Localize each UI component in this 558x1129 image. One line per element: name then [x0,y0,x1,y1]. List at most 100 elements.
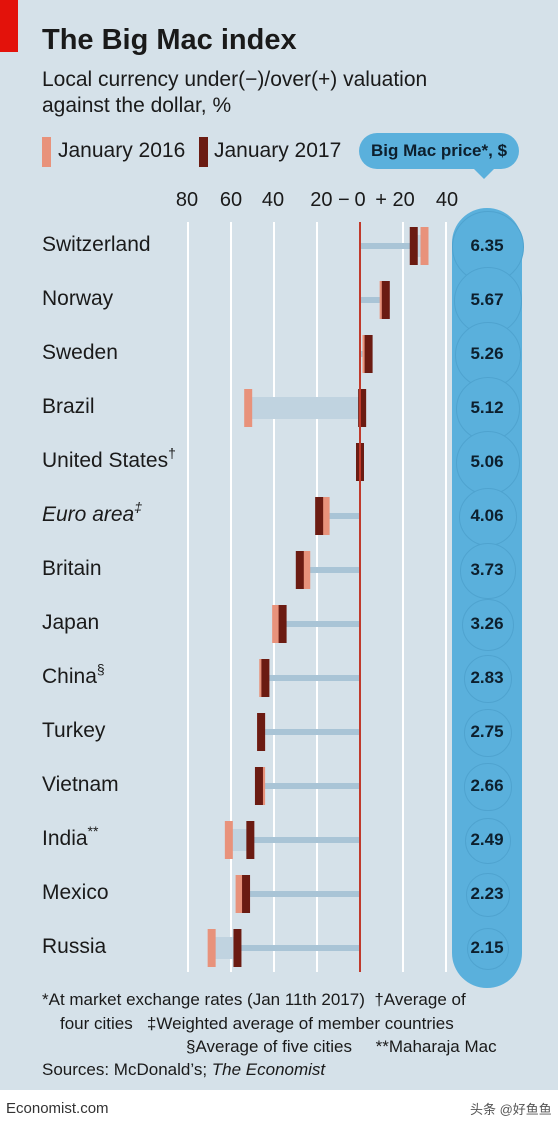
country-label: Japan [42,611,99,635]
row-connector [360,243,425,249]
price-value: 3.26 [470,614,504,633]
marker-jan2017 [409,227,418,265]
marker-jan2017 [257,713,266,751]
chart-subtitle-line2: against the dollar, % [42,94,232,117]
country-name: Mexico [42,881,109,904]
price-value: 5.26 [470,344,504,363]
price-value: 2.83 [470,668,504,687]
country-label: Turkey [42,719,105,743]
marker-jan2017 [233,929,242,967]
marker-jan2017 [358,389,367,427]
marker-jan2016 [224,821,233,859]
country-name: Britain [42,557,102,580]
x-tick-label: 20 − [310,189,349,211]
marker-jan2017 [381,281,390,319]
x-tick-label: 80 [176,189,198,211]
footnote-maharaja: **Maharaja Mac [375,1037,497,1056]
legend-label-jan2017: January 2017 [214,139,342,162]
country-label: India** [42,823,98,851]
footnote-line2: four cities ‡Weighted average of member … [60,1014,454,1034]
row-connector [228,837,360,843]
country-name: United States [42,449,169,472]
row-connector [263,675,360,681]
row-connector [239,891,360,897]
legend-swatch-jan2017 [199,137,208,167]
country-footnote-mark: ‡ [134,499,143,515]
row-connector [258,783,360,789]
marker-jan2017 [261,659,270,697]
price-bubble [461,598,515,652]
sources-line: Sources: McDonald’s; The Economist [42,1060,325,1080]
x-tick-label: 60 [220,189,242,211]
marker-jan2016 [302,551,311,589]
country-label: China§ [42,661,105,689]
sources-prefix: Sources: McDonald’s; [42,1060,212,1079]
marker-jan2017 [364,335,373,373]
price-header-pointer [474,169,494,179]
country-label: Switzerland [42,233,151,257]
chart-title: The Big Mac index [42,24,297,56]
country-name: India [42,827,88,850]
country-label: Sweden [42,341,118,365]
footnote-line3: §Average of five cities **Maharaja Mac [186,1037,497,1057]
price-value: 3.73 [470,560,504,579]
price-header-pill: Big Mac price*, $ [359,133,519,169]
country-footnote-mark: ** [87,823,99,839]
dot-chart: 80 60 40 20 −0 + 20 40 [176,189,458,972]
footnote-four-cities: four cities [60,1014,133,1033]
price-value: 5.06 [470,452,504,471]
price-value: 4.06 [470,506,504,525]
legend-swatch-jan2016 [42,137,51,167]
marker-jan2016 [207,929,216,967]
country-name: Sweden [42,341,118,364]
price-value: 2.49 [470,830,504,849]
country-name: Switzerland [42,233,151,256]
price-bubble [466,927,510,971]
price-value: 5.12 [470,398,504,417]
price-bubble [465,818,511,864]
marker-jan2017 [246,821,255,859]
country-name: Japan [42,611,100,634]
change-band [211,937,238,959]
marker-jan2016 [321,497,330,535]
country-name: Norway [42,287,114,310]
row-connector [360,297,386,303]
country-name: Vietnam [42,773,119,796]
row-connector [261,729,360,735]
price-bubble [463,708,513,758]
marker-jan2017 [295,551,304,589]
price-value: 2.23 [470,884,504,903]
price-bubble [466,873,510,917]
footnote-five-cities: §Average of five cities [186,1037,352,1056]
country-footnote-mark: § [96,661,105,677]
country-label: Britain [42,557,102,581]
x-tick-label: 40 [262,189,284,211]
change-band [228,829,251,851]
watermark: 头条 @好鱼鱼 [470,1102,552,1117]
x-tick-label: 0 [354,189,365,211]
marker-jan2016 [420,227,429,265]
footnote-line1: *At market exchange rates (Jan 11th 2017… [42,990,466,1010]
price-header-label: Big Mac price*, $ [370,141,508,160]
price-value: 2.66 [470,776,504,795]
sources-italic: The Economist [211,1060,326,1079]
price-bubble [464,763,512,811]
price-bubble [459,488,517,546]
country-name: Turkey [42,719,106,742]
country-name: Brazil [42,395,95,418]
country-name: Russia [42,935,107,958]
x-tick-label: + 20 [375,189,414,211]
country-label: Mexico [42,881,109,905]
price-bubble [463,654,513,704]
legend-label-jan2016: January 2016 [58,139,186,162]
country-footnote-mark: † [168,445,176,461]
country-label: United States† [42,445,176,473]
row-connector [299,567,360,573]
marker-jan2017 [254,767,263,805]
price-value: 2.75 [470,722,504,741]
row-connector [211,945,360,951]
chart-subtitle-line1: Local currency under(−)/over(+) valuatio… [42,68,428,91]
country-label: Russia [42,935,106,959]
economist-logo: Economist.com [6,1100,109,1117]
marker-jan2017 [242,875,251,913]
